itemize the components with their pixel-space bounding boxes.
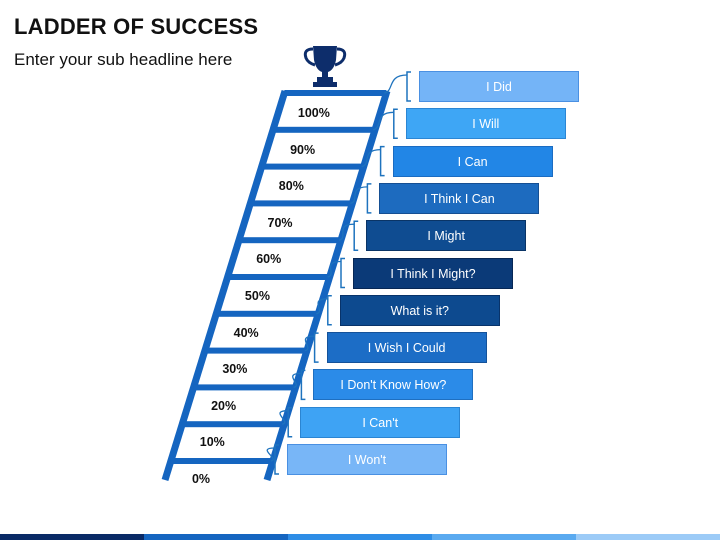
step-connector-line bbox=[350, 186, 368, 205]
ladder-rung bbox=[261, 163, 364, 170]
step-bracket bbox=[327, 295, 332, 326]
step-connector-line bbox=[384, 74, 408, 94]
percentage-label: 0% bbox=[191, 472, 211, 486]
success-step: I Will bbox=[405, 108, 566, 140]
step-connector-line bbox=[292, 372, 302, 389]
bottom-bar-segment bbox=[576, 534, 720, 540]
percentage-label: 100% bbox=[297, 106, 330, 120]
success-step: I Did bbox=[419, 71, 579, 102]
step-bracket bbox=[393, 108, 398, 140]
success-step: I Think I Can bbox=[379, 182, 540, 214]
success-step: I Might bbox=[366, 220, 527, 252]
percentage-label: 20% bbox=[211, 398, 237, 413]
success-step: I Won't bbox=[287, 444, 447, 475]
ladder-rung bbox=[216, 310, 319, 317]
step-connector-line bbox=[338, 223, 355, 241]
ladder-right-rail bbox=[263, 89, 391, 482]
ladder-rung bbox=[250, 200, 353, 207]
success-step: I Wish I Could bbox=[326, 332, 487, 364]
ladder-rung bbox=[170, 458, 273, 464]
step-connector-line bbox=[372, 111, 394, 131]
step-bracket bbox=[406, 71, 411, 102]
ladder-rung bbox=[193, 384, 296, 391]
success-step: I Don't Know How? bbox=[313, 369, 474, 401]
step-bracket bbox=[366, 183, 372, 214]
step-connector-line bbox=[361, 148, 381, 168]
percentage-label: 70% bbox=[267, 215, 293, 230]
percentage-label: 90% bbox=[290, 142, 316, 157]
bottom-bar-segment bbox=[432, 534, 576, 540]
ladder-rung bbox=[182, 421, 285, 428]
success-step: I Think I Might? bbox=[353, 257, 513, 289]
ladder-rung bbox=[227, 274, 330, 280]
step-connector-line bbox=[304, 335, 315, 352]
step-connector-line bbox=[327, 260, 342, 278]
step-bracket bbox=[300, 369, 306, 401]
bottom-bar-segment bbox=[288, 534, 432, 540]
percentage-label: 80% bbox=[278, 179, 304, 194]
step-bracket bbox=[287, 406, 293, 438]
bottom-bar-segment bbox=[144, 534, 288, 540]
step-bracket bbox=[353, 220, 359, 251]
bottom-bar-segment bbox=[0, 534, 144, 540]
ladder-rung bbox=[204, 347, 307, 354]
ladder bbox=[161, 89, 391, 482]
trophy-icon bbox=[303, 46, 347, 87]
percentage-label: 60% bbox=[256, 252, 282, 267]
step-connector-line bbox=[316, 298, 328, 315]
step-bracket bbox=[274, 444, 279, 475]
step-bracket bbox=[313, 332, 319, 363]
step-connector-line bbox=[266, 447, 276, 462]
ladder-rung bbox=[238, 237, 341, 244]
ladder-rung bbox=[273, 126, 376, 133]
step-connectors bbox=[266, 71, 411, 475]
success-step: What is it? bbox=[339, 294, 500, 326]
success-step: I Can't bbox=[300, 406, 461, 438]
percentage-label: 40% bbox=[233, 325, 259, 340]
ladder-left-rail bbox=[161, 89, 289, 482]
ladder-rung bbox=[284, 90, 387, 96]
percentage-label: 10% bbox=[199, 435, 225, 450]
step-bracket bbox=[340, 257, 345, 289]
bottom-accent-bar bbox=[0, 534, 720, 540]
success-step: I Can bbox=[392, 145, 553, 177]
page-subtitle: Enter your sub headline here bbox=[14, 50, 233, 69]
step-connector-line bbox=[279, 410, 289, 425]
percentage-label: 50% bbox=[244, 289, 270, 303]
step-bracket bbox=[379, 145, 385, 177]
percentage-label: 30% bbox=[222, 362, 248, 377]
page-title: LADDER OF SUCCESS bbox=[14, 14, 259, 39]
